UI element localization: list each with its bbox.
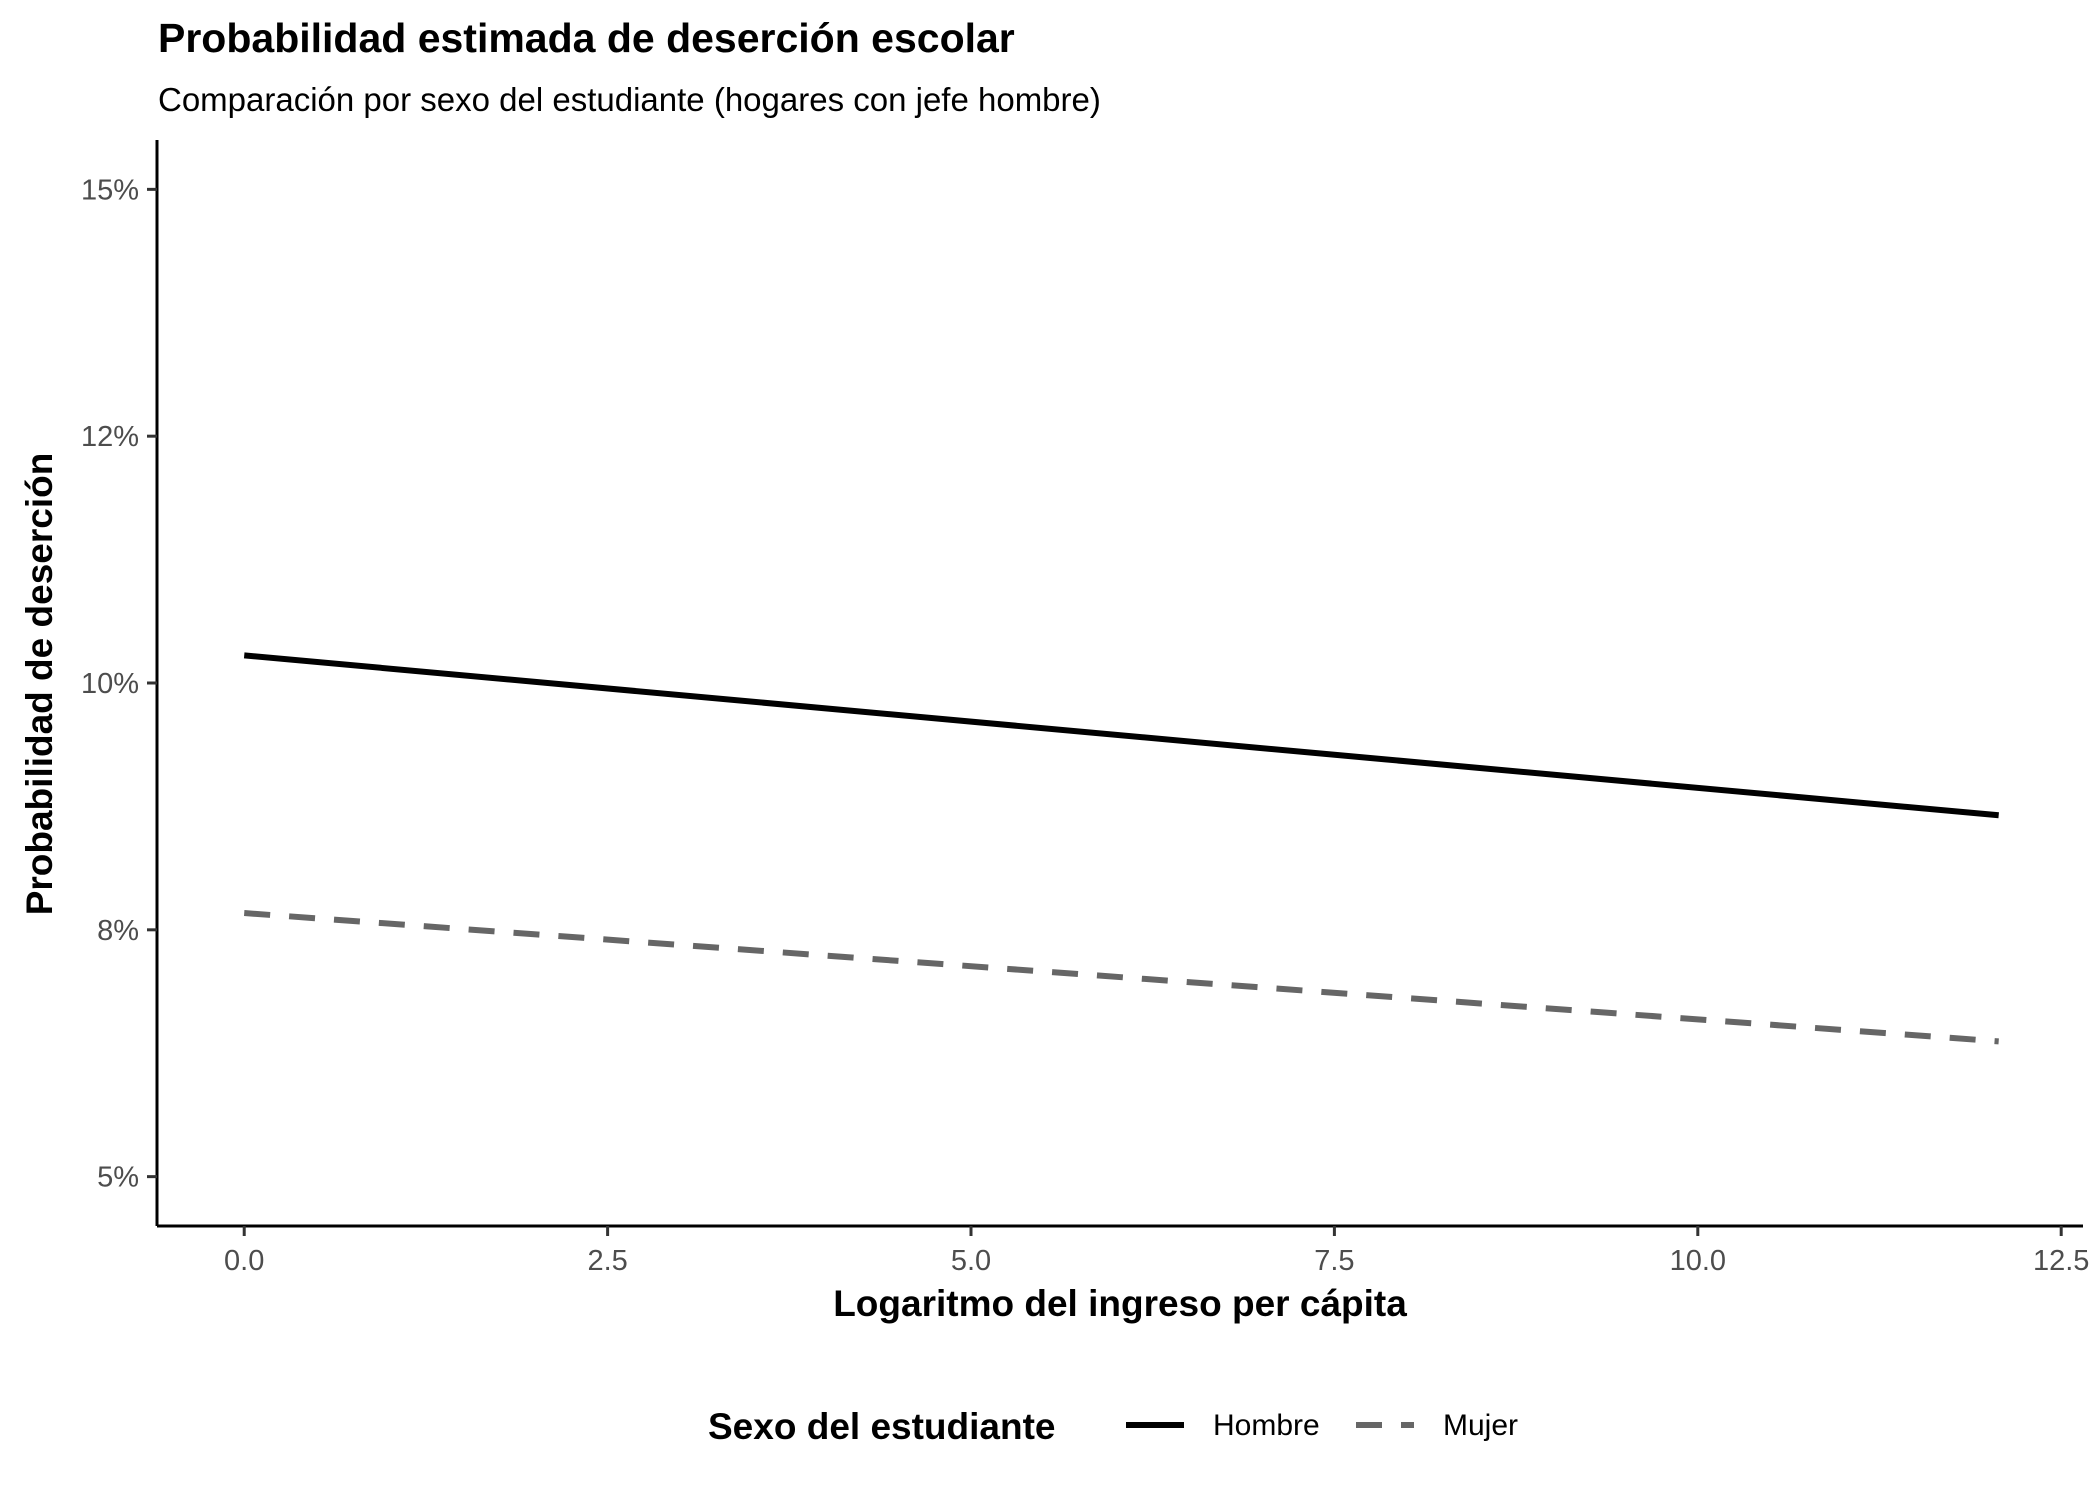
legend-label-hombre: Hombre — [1213, 1409, 1320, 1442]
x-tick-label: 2.5 — [587, 1245, 627, 1277]
x-tick-label: 0.0 — [224, 1245, 264, 1277]
chart-title: Probabilidad estimada de deserción escol… — [158, 15, 1015, 61]
series-line-hombre — [243, 652, 1999, 819]
legend-label-mujer: Mujer — [1443, 1409, 1518, 1442]
x-tick-label: 5.0 — [951, 1245, 991, 1277]
y-axis-title: Probabilidad de deserción — [19, 453, 60, 916]
y-axis-ticks: 5% 8% 10% 12% 15% — [81, 174, 157, 1194]
legend: Sexo del estudiante Hombre Mujer — [708, 1406, 1518, 1447]
series-line-mujer — [243, 910, 1999, 1045]
x-tick-label: 12.5 — [2033, 1245, 2089, 1277]
chart-subtitle: Comparación por sexo del estudiante (hog… — [158, 81, 1101, 118]
plot-area: 5% 8% 10% 12% 15% 0.0 2.5 5.0 7.5 10.0 12.5 — [81, 140, 2089, 1277]
y-tick-label: 15% — [81, 174, 139, 206]
y-tick-label: 8% — [97, 915, 139, 947]
x-axis-ticks: 0.0 2.5 5.0 7.5 10.0 12.5 — [224, 1226, 2089, 1277]
y-tick-label: 10% — [81, 668, 139, 700]
y-tick-label: 12% — [81, 421, 139, 453]
legend-title: Sexo del estudiante — [708, 1406, 1056, 1447]
series-layer — [243, 652, 1999, 1045]
x-axis-title: Logaritmo del ingreso per cápita — [833, 1283, 1407, 1324]
x-tick-label: 10.0 — [1670, 1245, 1726, 1277]
x-tick-label: 7.5 — [1314, 1245, 1354, 1277]
legend-items: Hombre Mujer — [1126, 1409, 1518, 1442]
y-tick-label: 5% — [97, 1162, 139, 1194]
